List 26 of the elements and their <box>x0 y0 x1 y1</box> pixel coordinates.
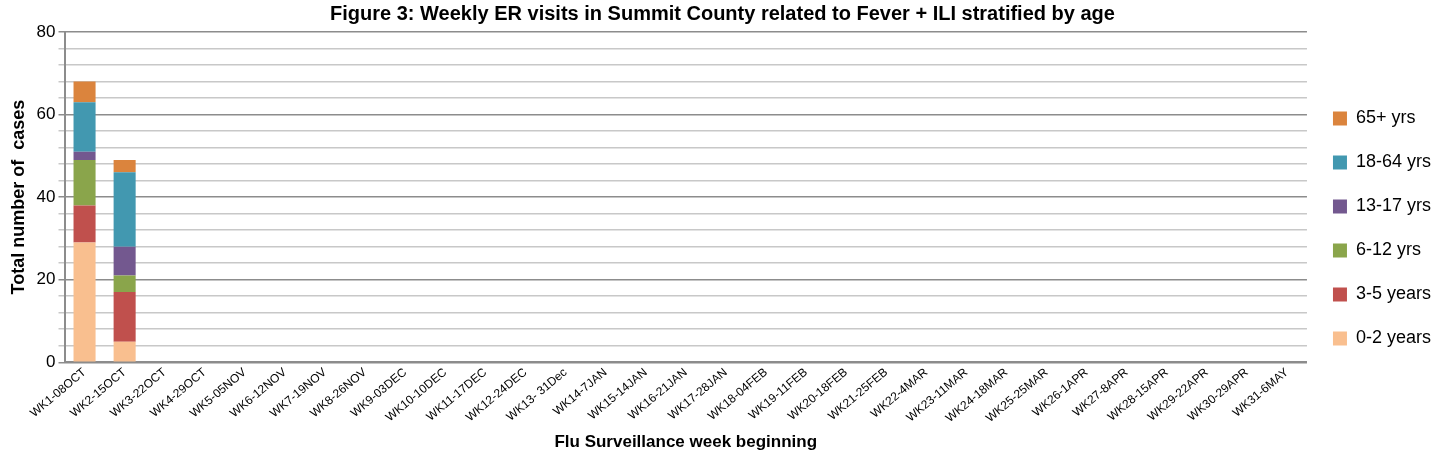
bar <box>113 292 136 342</box>
legend-label: 6-12 yrs <box>1355 239 1421 260</box>
chart-title: Figure 3: Weekly ER visits in Summit County related to Fever + ILI stratified by age <box>330 1 1115 24</box>
legend-label: 65+ yrs <box>1355 107 1416 128</box>
legend-label: 0-2 years <box>1355 327 1432 348</box>
bar <box>113 172 136 247</box>
legend-label: 18-64 yrs <box>1355 151 1432 172</box>
y-tick-label: 20 <box>36 269 56 289</box>
y-tick-label: 0 <box>46 351 56 371</box>
bar <box>113 275 136 293</box>
y-tick-label: 80 <box>36 21 56 41</box>
bar <box>73 151 96 160</box>
bar <box>73 81 96 103</box>
bar <box>73 102 96 152</box>
bar <box>113 159 136 173</box>
legend-label: 3-5 years <box>1355 283 1432 304</box>
y-tick-label: 60 <box>36 104 56 124</box>
bar <box>73 205 96 243</box>
x-axis-title: Flu Surveillance week beginning <box>554 432 818 452</box>
y-tick-label: 40 <box>36 186 56 206</box>
legend-label: 13-17 yrs <box>1355 195 1432 216</box>
bar <box>113 246 136 276</box>
bar <box>73 242 96 362</box>
bar <box>73 159 96 206</box>
y-axis-title: Total number of cases <box>7 99 28 295</box>
bar <box>113 341 136 362</box>
